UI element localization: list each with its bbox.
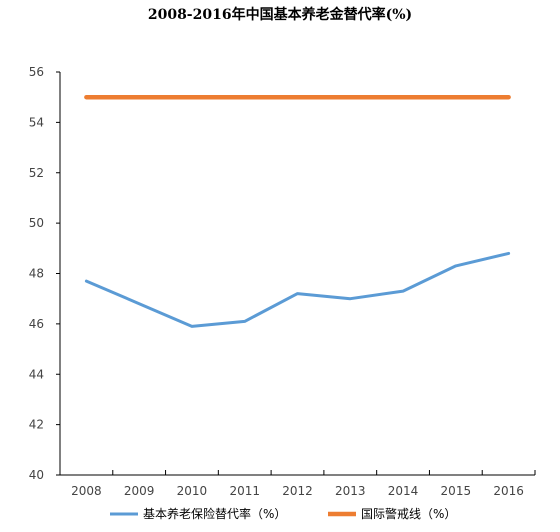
- x-tick-label: 2012: [282, 484, 313, 498]
- x-tick-label: 2015: [441, 484, 472, 498]
- y-tick-label: 48: [29, 267, 44, 281]
- x-tick-label: 2009: [124, 484, 155, 498]
- x-tick-label: 2008: [71, 484, 102, 498]
- x-tick-label: 2010: [177, 484, 208, 498]
- legend: 基本养老保险替代率（%） 国际警戒线（%）: [110, 506, 456, 521]
- y-tick-label: 54: [29, 115, 44, 129]
- series-lines: [84, 94, 511, 328]
- y-tick-label: 40: [29, 468, 44, 482]
- x-tick-label: 2016: [493, 484, 524, 498]
- y-tick-label: 46: [29, 317, 44, 331]
- x-tick-label: 2013: [335, 484, 366, 498]
- x-tick-label: 2011: [229, 484, 260, 498]
- legend-label-2: 国际警戒线（%）: [361, 506, 456, 521]
- y-tick-label: 44: [29, 367, 44, 381]
- y-tick-label: 56: [29, 65, 44, 79]
- y-tick-label: 52: [29, 166, 44, 180]
- axes: 40 42 44 46 48 50 52 54 56 2008 2009 2010 2011 2012 20…: [29, 65, 536, 498]
- series-line-1: [84, 251, 511, 328]
- legend-label-1: 基本养老保险替代率（%）: [143, 506, 286, 521]
- y-tick-label: 50: [29, 216, 44, 230]
- chart-title: 2008-2016年中国基本养老金替代率(%): [147, 7, 413, 23]
- x-tick-label: 2014: [388, 484, 419, 498]
- y-tick-label: 42: [29, 418, 44, 432]
